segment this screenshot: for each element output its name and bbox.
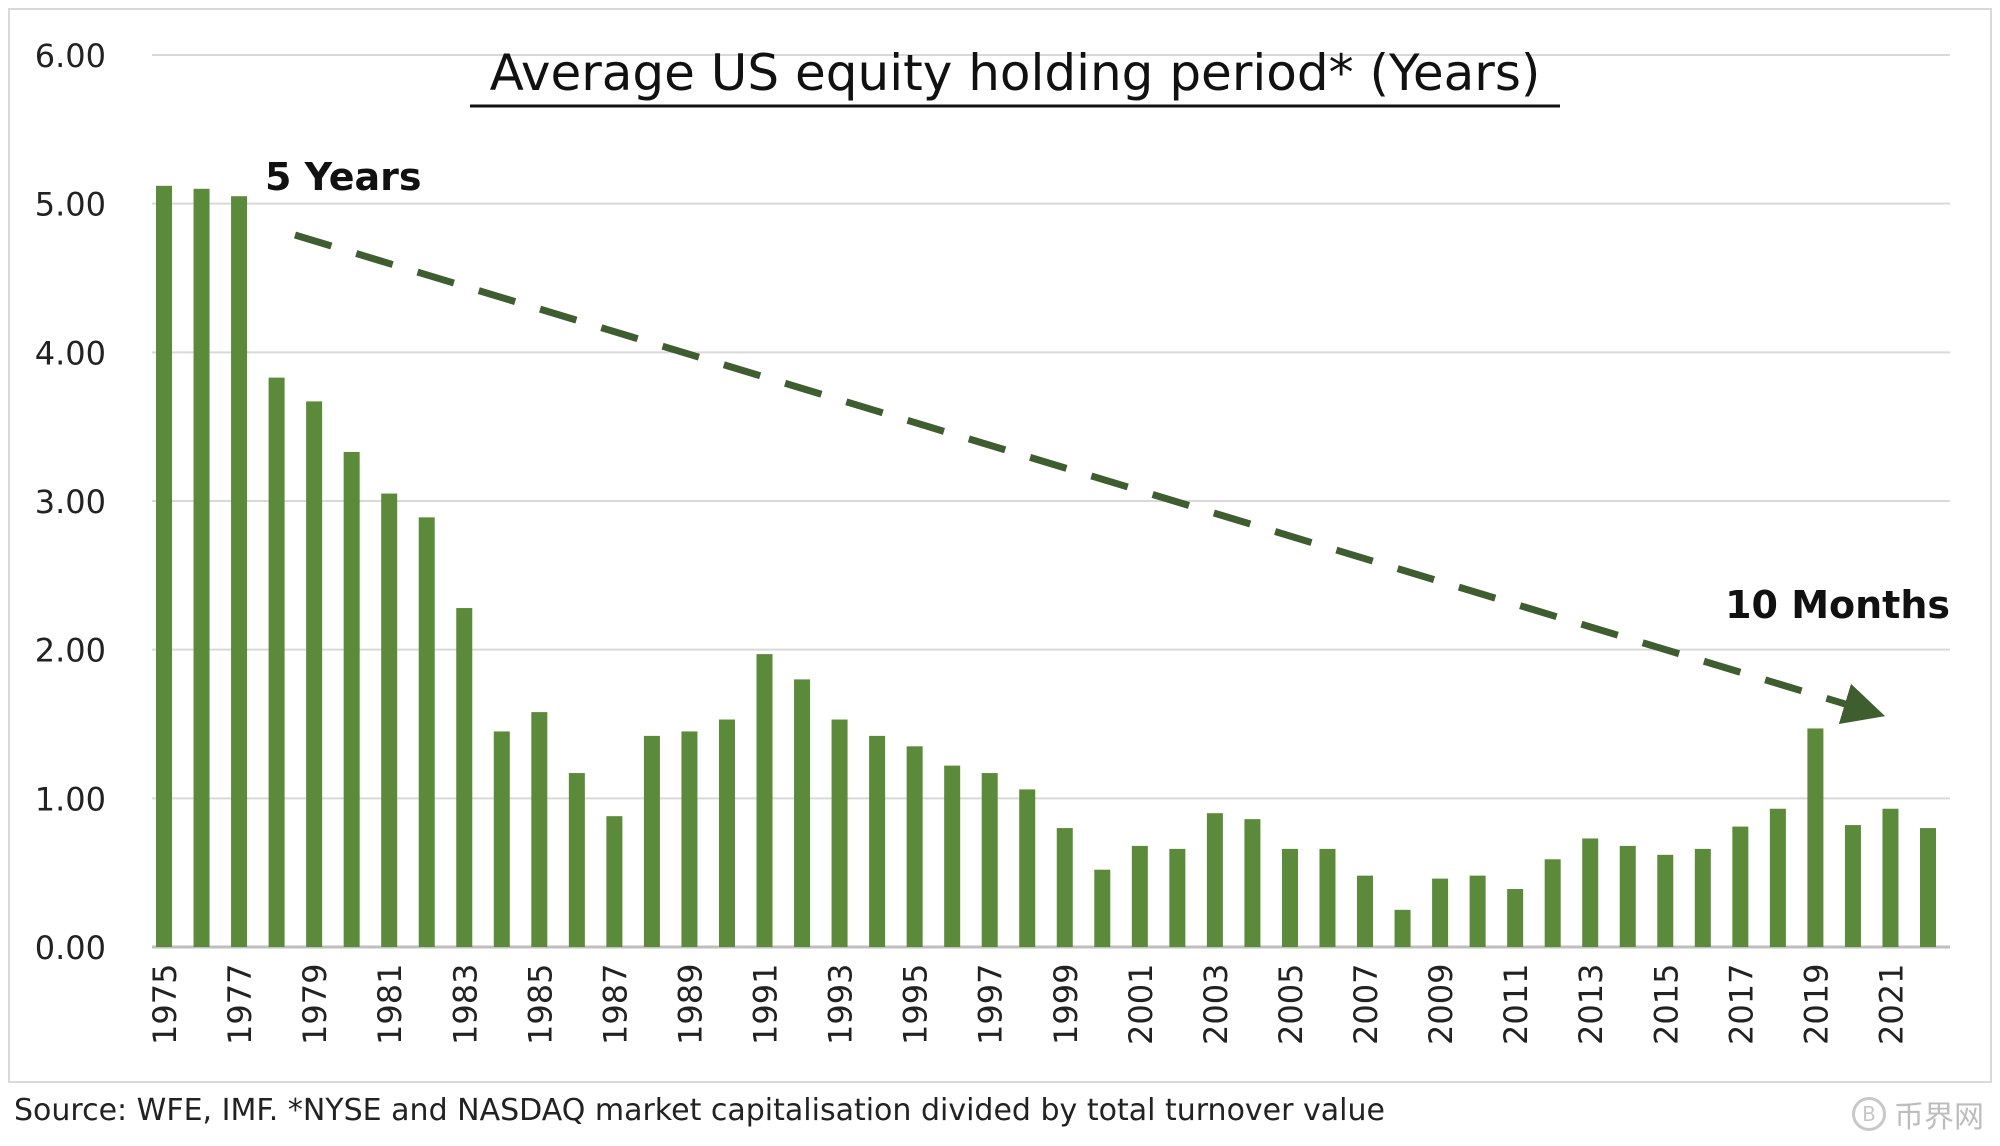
trend-arrow [293, 231, 1886, 725]
bar-2011 [1507, 889, 1524, 947]
y-tick-label: 1.00 [35, 780, 106, 818]
x-tick-label: 2001 [1122, 964, 1160, 1045]
bar-2020 [1844, 825, 1861, 947]
bar-2009 [1432, 878, 1449, 947]
bar-2017 [1732, 826, 1749, 947]
bar-1976 [193, 188, 210, 948]
bar-2004 [1244, 819, 1261, 947]
bar-2003 [1206, 813, 1223, 947]
chart-title: Average US equity holding period* (Years… [490, 44, 1541, 102]
chart-frame: 0.00 1.00 2.00 3.00 4.00 5.00 6.00 1975 1977 197… [8, 8, 1992, 1083]
bar-1995 [906, 746, 923, 947]
bar-2013 [1582, 838, 1599, 947]
bar-chart: 0.001.002.003.004.005.006.00 1975 1977 197… [35, 37, 1950, 1045]
watermark-text: 币界网 [1894, 1100, 1984, 1135]
y-tick-label: 4.00 [35, 334, 106, 372]
bar-1977 [231, 196, 248, 947]
bar-1984 [493, 731, 510, 947]
bar-2008 [1394, 909, 1411, 947]
bar-1997 [981, 773, 998, 947]
x-tick-label: 1993 [822, 964, 860, 1045]
x-tick-label: 1999 [1047, 964, 1085, 1045]
bar-2005 [1281, 848, 1298, 947]
bar-2006 [1319, 848, 1336, 947]
bar-2007 [1357, 875, 1374, 947]
x-tick-label: 1985 [521, 964, 559, 1045]
bar-1978 [268, 377, 285, 947]
bar-2015 [1657, 854, 1674, 947]
x-tick-label: 1997 [972, 964, 1010, 1045]
y-tick-label: 6.00 [35, 37, 106, 75]
bar-1983 [456, 608, 473, 947]
bar-1982 [418, 517, 435, 947]
bar-1980 [343, 451, 360, 947]
x-tick-label: 2005 [1272, 964, 1310, 1045]
bar-2016 [1694, 848, 1711, 947]
x-tick-label: 1977 [221, 964, 259, 1045]
bar-2018 [1769, 808, 1786, 947]
watermark: B 币界网 [1852, 1092, 1984, 1136]
x-tick-label: 2003 [1197, 964, 1235, 1045]
bar-2010 [1469, 875, 1486, 947]
annotation-10-months: 10 Months [1725, 583, 1950, 627]
x-tick-label: 2017 [1722, 964, 1760, 1045]
bar-1991 [756, 654, 773, 947]
x-tick-label: 2013 [1572, 964, 1610, 1045]
y-tick-label: 3.00 [35, 483, 106, 521]
bar-1992 [794, 679, 811, 947]
bar-1989 [681, 731, 698, 947]
annotation-5-years: 5 Years [265, 155, 421, 199]
bar-2002 [1169, 848, 1186, 947]
x-tick-label: 1979 [296, 964, 334, 1045]
bar-2021 [1882, 808, 1899, 947]
bar-1996 [944, 765, 961, 947]
bar-1987 [606, 816, 623, 947]
watermark-logo-icon: B [1852, 1097, 1886, 1131]
grid-lines [152, 54, 1950, 949]
y-tick-label: 5.00 [35, 186, 106, 224]
x-axis-ticks: 1975 1977 1979 1981 1983 1985 1987 1989 1991 1993… [146, 964, 1910, 1045]
source-note: Source: WFE, IMF. *NYSE and NASDAQ marke… [14, 1093, 1385, 1128]
bar-1988 [643, 735, 660, 947]
bar-1990 [718, 719, 735, 947]
x-tick-label: 2009 [1422, 964, 1460, 1045]
bar-1998 [1019, 789, 1036, 947]
bar-1986 [568, 773, 585, 947]
x-tick-label: 1987 [596, 964, 634, 1045]
x-tick-label: 1983 [446, 964, 484, 1045]
bar-2022 [1920, 828, 1936, 947]
x-tick-label: 1995 [897, 964, 935, 1045]
x-tick-label: 1981 [371, 964, 409, 1045]
x-tick-label: 2007 [1347, 964, 1385, 1045]
bar-2012 [1544, 859, 1561, 947]
x-tick-label: 2011 [1497, 964, 1535, 1045]
bar-1985 [531, 712, 548, 947]
bar-2014 [1619, 845, 1636, 947]
bar-2019 [1807, 728, 1824, 947]
bar-1975 [156, 185, 172, 947]
bar-1993 [831, 719, 848, 947]
bar-1994 [869, 735, 886, 947]
bar-1999 [1056, 828, 1073, 947]
bar-1979 [306, 401, 323, 948]
bar-2001 [1131, 845, 1148, 947]
bar-1981 [381, 493, 398, 947]
x-tick-label: 1989 [671, 964, 709, 1045]
x-tick-label: 1991 [747, 964, 785, 1045]
x-tick-label: 2019 [1797, 964, 1835, 1045]
y-tick-label: 2.00 [35, 632, 106, 670]
x-tick-label: 1975 [146, 964, 184, 1045]
bar-2000 [1094, 869, 1111, 947]
y-axis-ticks: 0.00 1.00 2.00 3.00 4.00 5.00 6.00 [35, 37, 106, 967]
x-tick-label: 2021 [1872, 964, 1910, 1045]
y-tick-label: 0.00 [35, 929, 106, 967]
bars [156, 185, 1936, 948]
x-tick-label: 2015 [1647, 964, 1685, 1045]
